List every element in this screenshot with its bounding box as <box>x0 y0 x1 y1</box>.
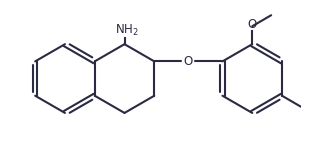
Text: O: O <box>247 18 256 31</box>
Text: O: O <box>184 55 193 68</box>
Text: NH$_2$: NH$_2$ <box>114 22 138 38</box>
